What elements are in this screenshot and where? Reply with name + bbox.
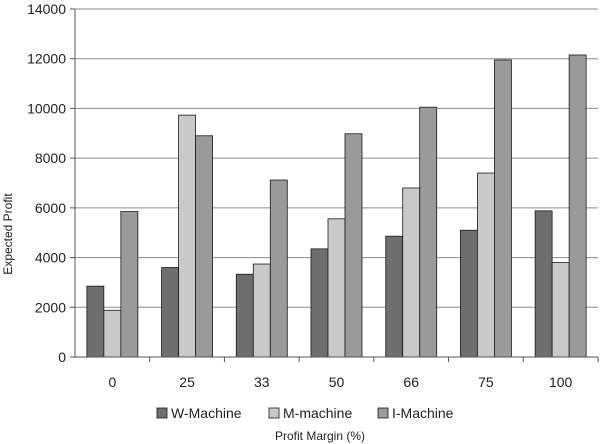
x-tick-label: 50 bbox=[329, 374, 345, 390]
x-tick-label: 0 bbox=[108, 374, 116, 390]
legend-swatch-m-machine bbox=[268, 407, 280, 419]
bar-i-machine-66 bbox=[419, 106, 438, 358]
bar-w-machine-0 bbox=[86, 285, 105, 358]
bar-m-machine-100 bbox=[551, 262, 570, 358]
legend-label-m-machine: M-machine bbox=[283, 405, 352, 421]
gridlines bbox=[75, 8, 598, 308]
bar-m-machine-33 bbox=[252, 263, 271, 358]
bar-w-machine-50 bbox=[310, 248, 329, 358]
bar-m-machine-75 bbox=[477, 172, 495, 358]
y-tick-label: 2000 bbox=[35, 299, 66, 315]
x-tick-label: 25 bbox=[179, 374, 195, 390]
y-tick-label: 6000 bbox=[35, 200, 66, 216]
x-axis-title: Profit Margin (%) bbox=[275, 429, 365, 443]
bar-i-machine-50 bbox=[344, 133, 363, 358]
legend: W-Machine M-machine I-Machine bbox=[156, 405, 454, 421]
bar-i-machine-100 bbox=[568, 54, 587, 358]
bar-m-machine-50 bbox=[327, 218, 346, 358]
y-tick-label: 4000 bbox=[35, 250, 66, 266]
x-tick-label: 100 bbox=[549, 374, 573, 390]
bar-m-machine-0 bbox=[103, 309, 122, 358]
x-tick-label: 33 bbox=[254, 374, 270, 390]
legend-swatch-w-machine bbox=[156, 407, 168, 419]
bar-m-machine-25 bbox=[178, 114, 196, 358]
bar-w-machine-33 bbox=[235, 273, 254, 358]
x-tick-labels: 0 25 33 50 66 75 100 bbox=[108, 374, 572, 390]
y-tick-label: 10000 bbox=[27, 100, 66, 116]
bar-w-machine-100 bbox=[534, 210, 553, 358]
y-tick-label: 8000 bbox=[35, 150, 66, 166]
bar-w-machine-66 bbox=[385, 235, 404, 358]
legend-swatch-i-machine bbox=[377, 407, 389, 419]
y-tick-label: 12000 bbox=[27, 51, 66, 67]
bar-m-machine-66 bbox=[402, 187, 421, 358]
bar-i-machine-0 bbox=[120, 211, 139, 358]
bar-i-machine-25 bbox=[195, 135, 213, 358]
y-axis-title: Expected Profit bbox=[1, 193, 15, 275]
x-tick-label: 75 bbox=[478, 374, 494, 390]
bar-i-machine-33 bbox=[269, 179, 288, 358]
y-tick-label: 14000 bbox=[27, 1, 66, 17]
bar-w-machine-75 bbox=[460, 229, 478, 358]
bar-i-machine-75 bbox=[494, 59, 512, 358]
bar-w-machine-25 bbox=[161, 267, 179, 358]
axes bbox=[70, 8, 599, 362]
legend-label-w-machine: W-Machine bbox=[171, 405, 242, 421]
y-tick-label: 0 bbox=[58, 349, 66, 365]
y-tick-labels: 0 2000 4000 6000 8000 10000 12000 14000 bbox=[27, 1, 66, 365]
legend-label-i-machine: I-Machine bbox=[392, 405, 454, 421]
x-tick-label: 66 bbox=[403, 374, 419, 390]
bars bbox=[86, 54, 587, 358]
